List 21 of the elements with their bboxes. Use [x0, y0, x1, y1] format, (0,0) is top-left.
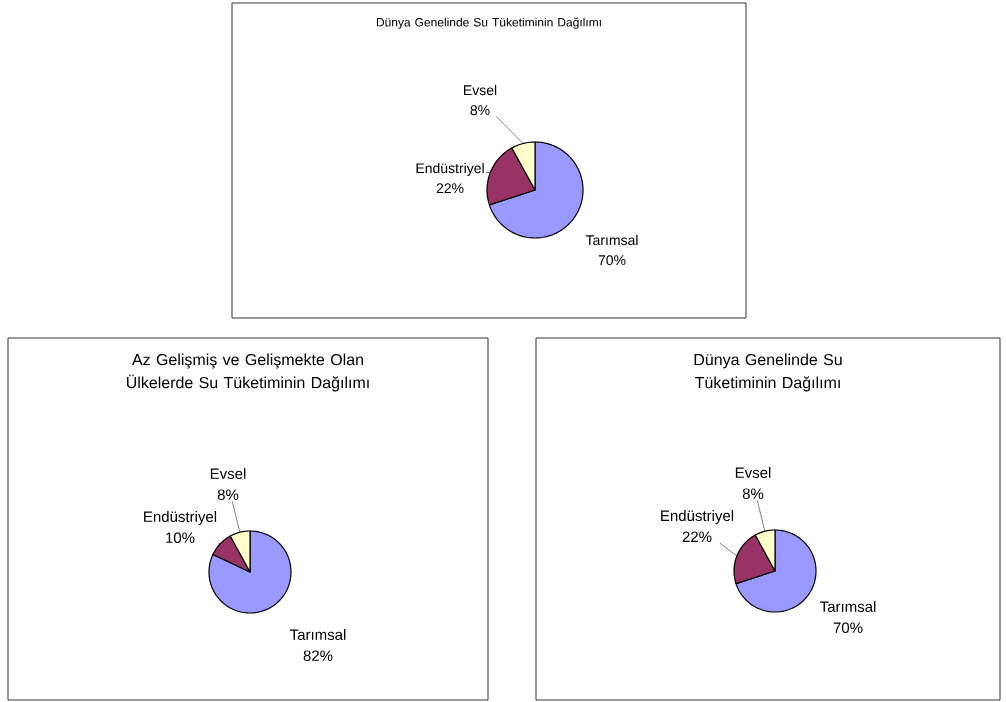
slice-label: Evsel	[464, 84, 497, 96]
slice-label: Evsel	[735, 466, 771, 478]
slice-label: Endüstriyel	[144, 510, 217, 525]
data-label: 8%	[742, 488, 764, 499]
slice-label: Evsel	[210, 467, 246, 479]
data-label: 22%	[436, 183, 464, 194]
chart-title: Dünya Genelinde Su Tüketiminin Dağılımı	[694, 353, 842, 392]
slice-label: Tarımsal	[820, 600, 876, 612]
slice-label: Endüstriyel	[661, 510, 734, 524]
chart-title: Dünya Genelinde Su Tüketiminin Dağılımı	[376, 17, 601, 29]
slice-label: Endüstriyel	[416, 162, 484, 176]
chart-title: Az Gelişmiş ve Gelişmekte Olan Ülkelerde Su Tüketiminin Dağılımı	[126, 353, 369, 392]
data-label: 8%	[217, 489, 239, 500]
slice-label: Tarımsal	[290, 628, 346, 640]
data-label: 70%	[833, 622, 863, 633]
data-label: 70%	[598, 255, 626, 266]
data-label: 10%	[166, 532, 195, 543]
data-label: 22%	[682, 531, 712, 542]
data-label: 8%	[470, 105, 490, 116]
data-label: 82%	[303, 650, 333, 661]
slice-label: Tarımsal	[585, 234, 638, 246]
